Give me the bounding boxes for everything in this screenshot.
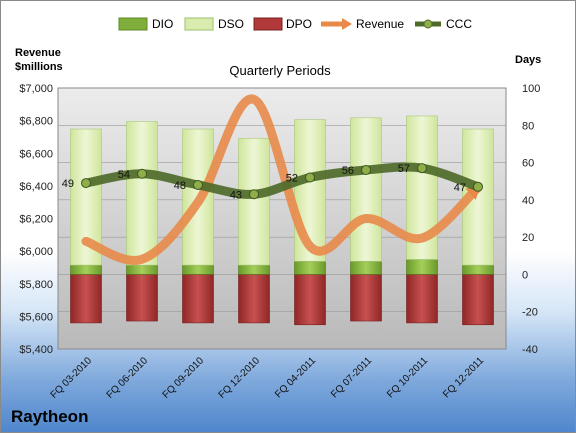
dpo-bar xyxy=(462,274,494,326)
legend-arrow-icon xyxy=(342,18,352,30)
plot-area: $5,400 $5,600 $5,800 $6,000 $6,200 $6,400 $6,6… xyxy=(19,83,540,401)
dio-bar xyxy=(182,264,214,275)
ccc-data-label: 43 xyxy=(230,189,242,201)
ccc-data-label: 47 xyxy=(454,182,466,194)
dpo-bar xyxy=(350,274,382,322)
plot-border xyxy=(57,87,507,350)
ccc-point xyxy=(137,168,147,179)
dio-bar xyxy=(238,264,270,275)
dpo-bar xyxy=(238,274,270,324)
left-tick-label: $7,000 xyxy=(19,83,53,95)
dio-bar xyxy=(406,259,438,275)
right-tick-label: -40 xyxy=(522,344,538,356)
x-tick-label: FQ 06-2010 xyxy=(105,355,151,401)
legend-swatch-dpo xyxy=(253,17,283,31)
dso-bar xyxy=(126,121,158,266)
ccc-data-label: 48 xyxy=(174,180,186,192)
left-axis-label-line1: Revenue xyxy=(15,47,61,59)
right-tick-label: 60 xyxy=(522,158,534,170)
right-tick-label: 40 xyxy=(522,195,534,207)
legend-item-ccc: CCC xyxy=(415,17,472,31)
dso-bar xyxy=(350,117,382,262)
legend-item-revenue: Revenue xyxy=(321,17,404,31)
x-tick-label: FQ 07-2011 xyxy=(329,355,374,400)
dio-bar xyxy=(462,264,494,275)
plot-background xyxy=(58,88,506,349)
ccc-data-label: 56 xyxy=(342,165,354,177)
x-tick-label: FQ 09-2010 xyxy=(161,355,207,401)
dpo-bar xyxy=(182,274,214,324)
dio-bar xyxy=(294,261,326,275)
dio-bar xyxy=(70,264,102,275)
ccc-data-label: 52 xyxy=(286,172,298,184)
legend-label-dpo: DPO xyxy=(286,17,312,31)
ccc-data-label: 49 xyxy=(62,178,74,190)
right-tick-label: 80 xyxy=(522,120,534,132)
right-tick-label: 100 xyxy=(522,83,540,95)
ccc-data-label: 54 xyxy=(118,169,130,181)
legend-marker-ccc xyxy=(423,19,433,29)
x-tick-label: FQ 10-2011 xyxy=(385,355,430,400)
ccc-data-label: 57 xyxy=(398,163,410,175)
right-tick-label: 0 xyxy=(522,269,528,281)
dpo-bar xyxy=(126,274,158,322)
legend-item-dso: DSO xyxy=(184,17,244,31)
x-tick-label: FQ 12-2010 xyxy=(217,355,263,401)
right-axis-label: Days xyxy=(515,54,541,66)
legend-label-revenue: Revenue xyxy=(356,17,404,31)
x-tick-label: FQ 04-2011 xyxy=(273,355,318,400)
left-tick-label: $5,800 xyxy=(19,279,53,291)
legend: DIO DSO DPO Revenue CCC xyxy=(118,17,472,31)
ccc-point xyxy=(305,172,315,183)
x-tick-label: FQ 03-2010 xyxy=(49,355,95,401)
ccc-point xyxy=(361,165,371,176)
left-tick-label: $5,600 xyxy=(19,311,53,323)
left-tick-label: $5,400 xyxy=(19,344,53,356)
legend-swatch-dio xyxy=(118,17,148,31)
dpo-bar xyxy=(294,274,326,326)
right-tick-label: -20 xyxy=(522,307,538,319)
left-tick-label: $6,400 xyxy=(19,181,53,193)
dpo-bar xyxy=(406,274,438,324)
left-axis-label-line2: $millions xyxy=(15,61,63,73)
left-tick-label: $6,600 xyxy=(19,148,53,160)
x-tick-label: FQ 12-2011 xyxy=(441,355,486,400)
legend-label-dio: DIO xyxy=(152,17,173,31)
right-tick-label: 20 xyxy=(522,232,534,244)
left-tick-label: $6,000 xyxy=(19,246,53,258)
ccc-point xyxy=(249,189,259,200)
dso-bar xyxy=(238,138,270,266)
ccc-point xyxy=(417,163,427,174)
dio-bar xyxy=(126,264,158,275)
company-name: Raytheon xyxy=(11,407,88,426)
ccc-point xyxy=(193,179,203,190)
ccc-point xyxy=(473,181,483,192)
ccc-point xyxy=(81,178,91,189)
legend-item-dpo: DPO xyxy=(253,17,312,31)
legend-label-ccc: CCC xyxy=(446,17,472,31)
chart-subtitle: Quarterly Periods xyxy=(229,63,331,78)
left-tick-label: $6,200 xyxy=(19,214,53,226)
left-tick-label: $6,800 xyxy=(19,116,53,128)
legend-swatch-dso xyxy=(184,17,214,31)
legend-item-dio: DIO xyxy=(118,17,173,31)
dpo-bar xyxy=(70,274,102,324)
revenue-line xyxy=(81,94,483,265)
dio-bar xyxy=(350,261,382,275)
legend-label-dso: DSO xyxy=(218,17,244,31)
